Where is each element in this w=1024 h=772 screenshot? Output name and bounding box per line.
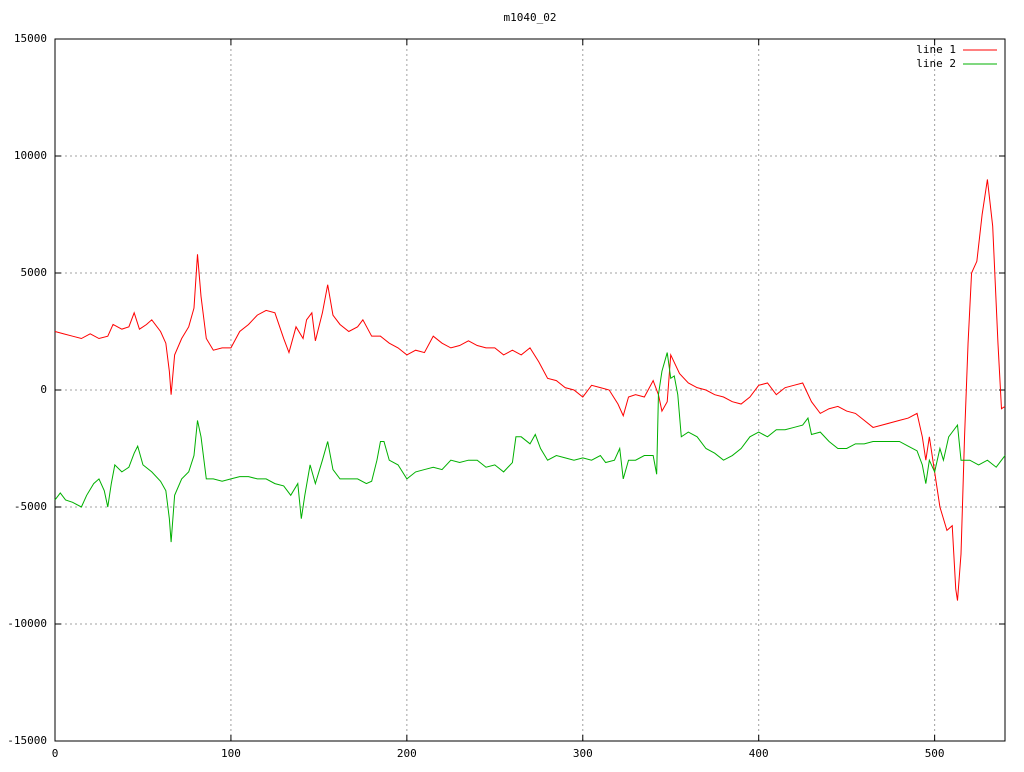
y-tick-label: 10000 — [14, 149, 47, 162]
chart-title: m1040_02 — [504, 11, 557, 24]
x-tick-label: 500 — [925, 747, 945, 760]
y-tick-label: 15000 — [14, 32, 47, 45]
y-tick-label: 5000 — [21, 266, 48, 279]
x-tick-label: 100 — [221, 747, 241, 760]
y-tick-label: 0 — [40, 383, 47, 396]
data-line — [54, 352, 1006, 543]
data-line — [54, 179, 1006, 601]
legend-label: line 1 — [916, 43, 956, 56]
plot-frame — [54, 38, 1006, 742]
x-tick-label: 400 — [749, 747, 769, 760]
x-tick-label: 200 — [397, 747, 417, 760]
y-tick-label: -10000 — [7, 617, 47, 630]
y-tick-label: -15000 — [7, 734, 47, 747]
y-tick-label: -5000 — [14, 500, 47, 513]
x-tick-label: 300 — [573, 747, 593, 760]
legend-label: line 2 — [916, 57, 956, 70]
x-tick-label: 0 — [52, 747, 59, 760]
